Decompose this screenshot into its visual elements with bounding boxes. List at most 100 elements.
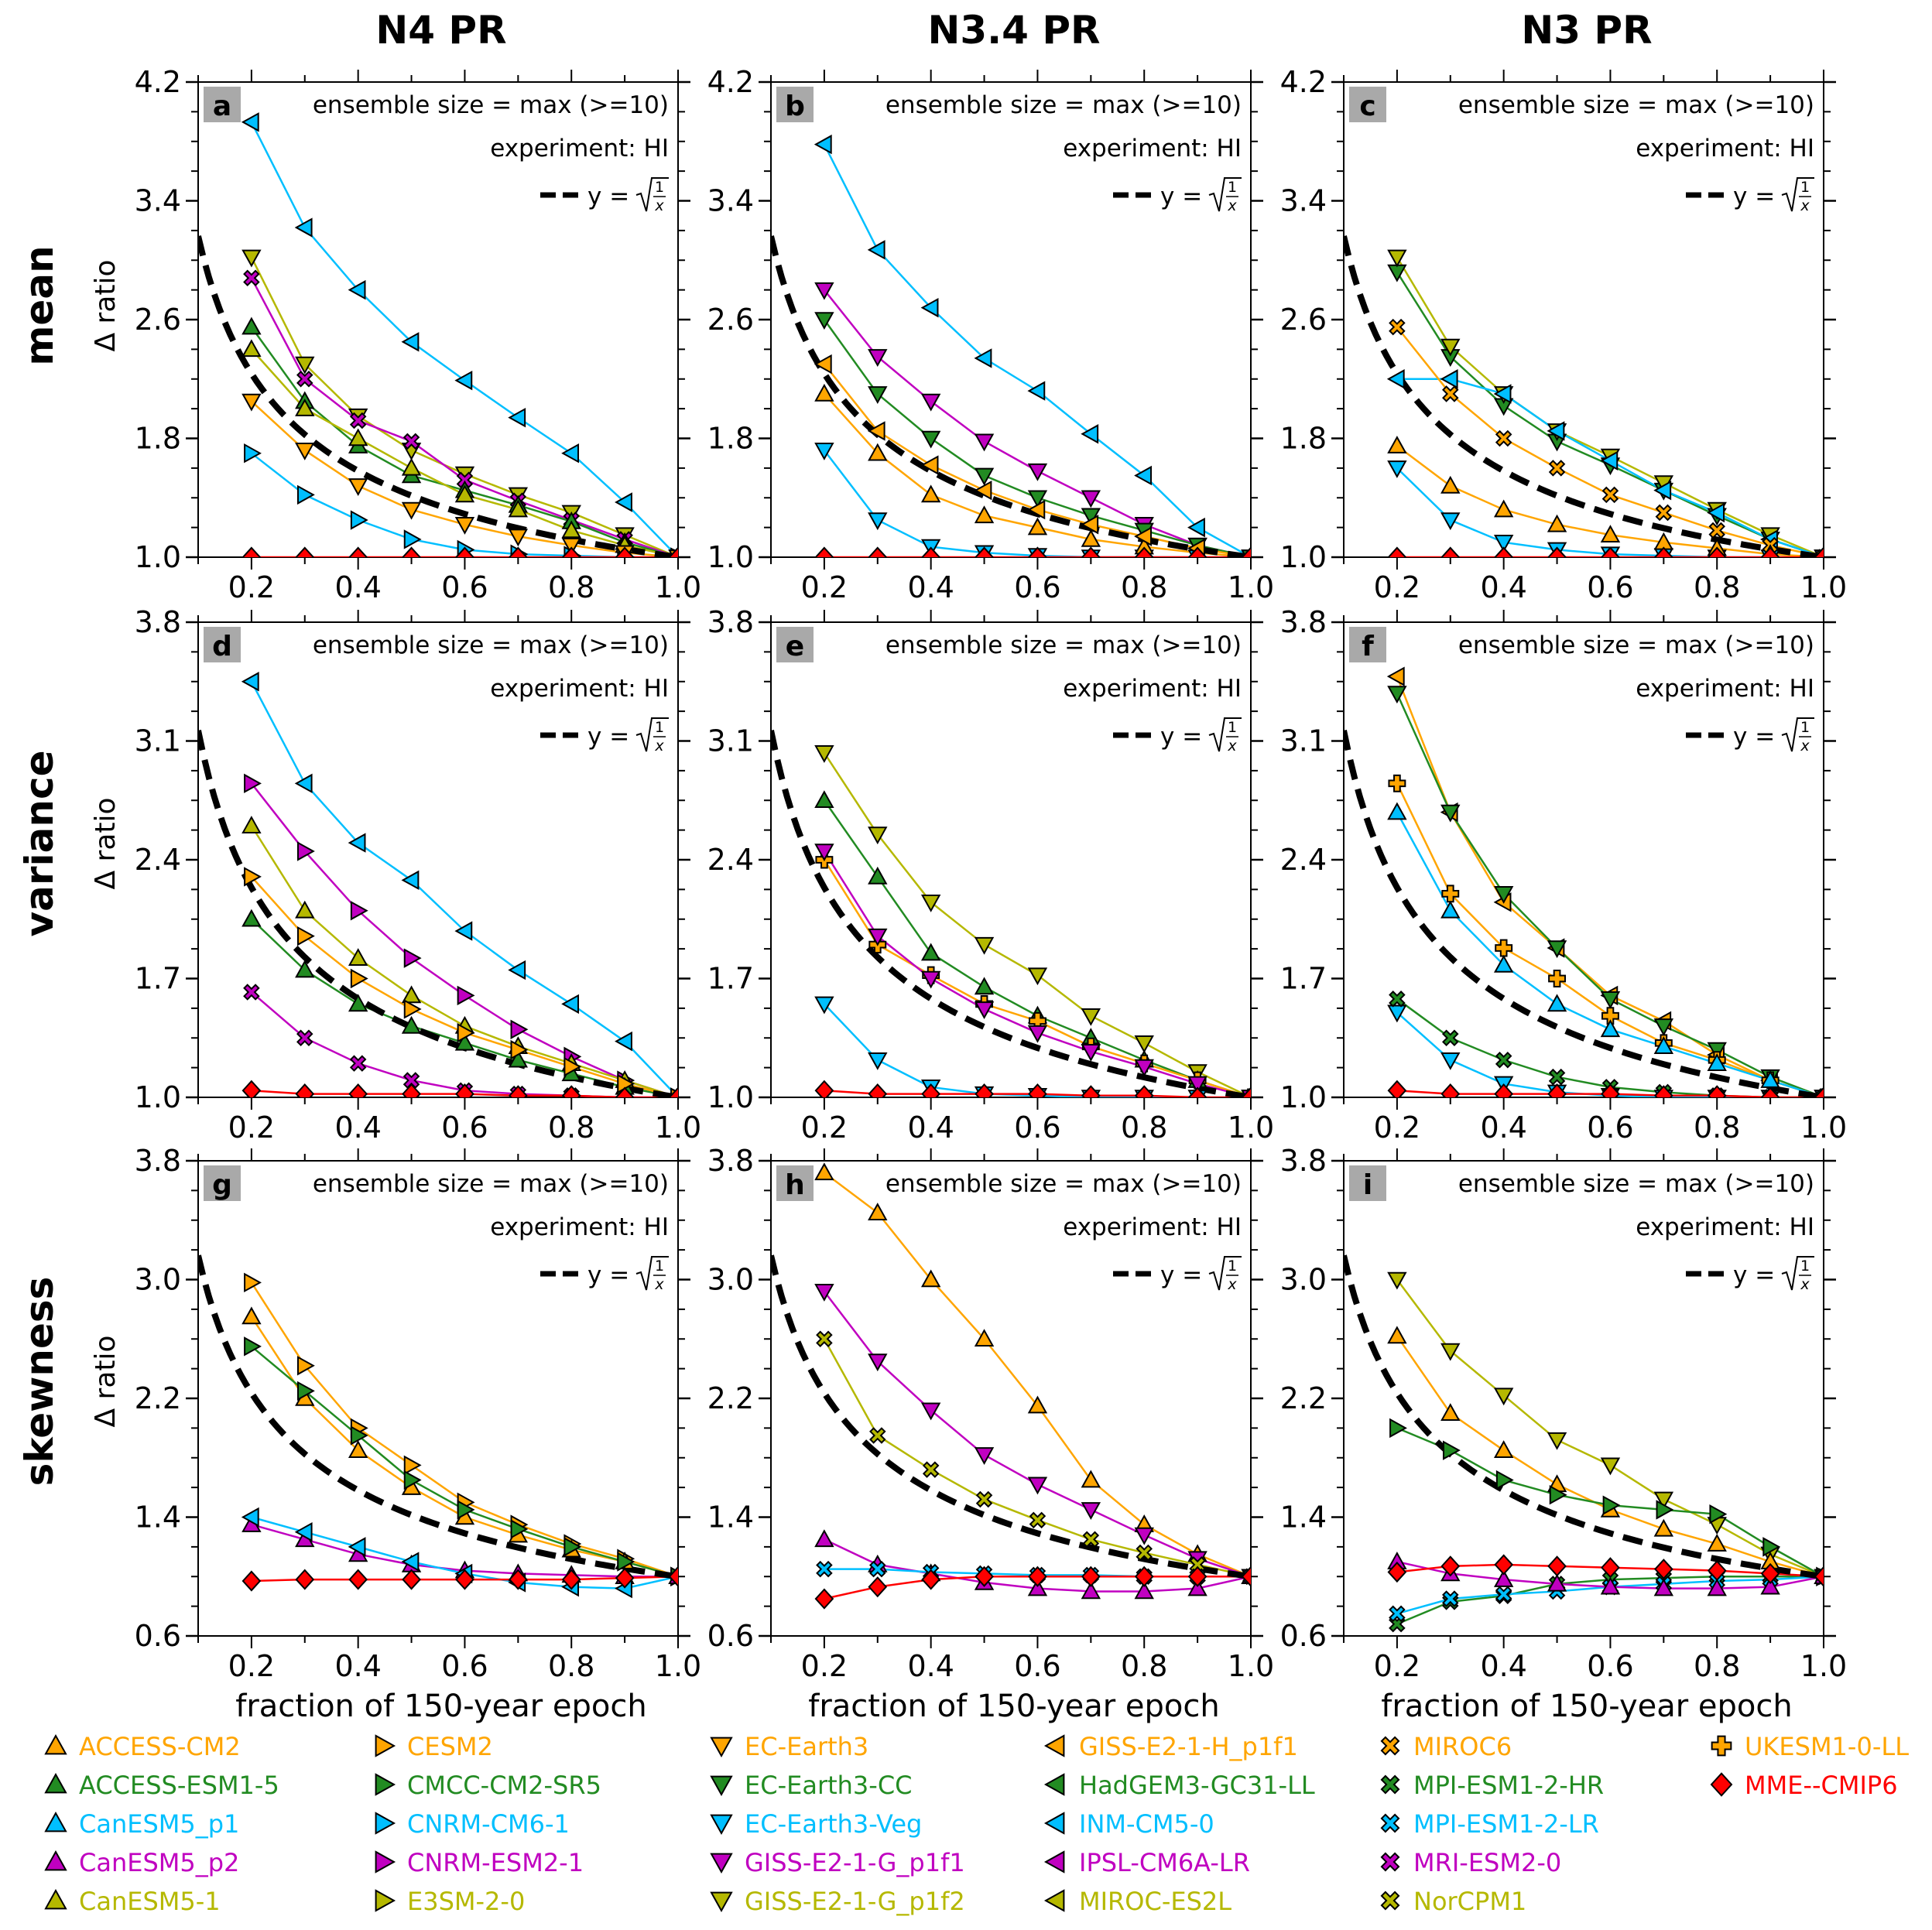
data-point [402,433,420,450]
y-tick-label: 2.2 [1280,1381,1327,1415]
series-line [251,918,678,1097]
x-tick-label: 0.8 [1121,570,1167,604]
data-point [868,1203,888,1220]
data-point [1440,1052,1461,1070]
data-point [1440,1083,1461,1097]
data-point [974,433,995,452]
data-point [920,455,939,475]
data-point [1241,1086,1251,1097]
y-tick-label: 4.2 [1280,65,1327,99]
formula-numerator: 1 [1800,179,1810,196]
panel-letter-badge [776,87,814,122]
data-point [1136,1544,1153,1562]
panel-d: 1.0 1.7 2.4 3.1 3.8 0.2 0.4 0.6 0.8 1.0 d ensemble … [135,605,702,1145]
data-point [508,1049,529,1068]
data-point [1440,369,1458,389]
legend-entry: CanESM5_p2 [44,1848,239,1877]
reference-legend-label: y = [1160,723,1202,751]
data-point [350,901,368,921]
data-point [403,1455,422,1476]
legend-entry: HadGEM3-GC31-LL [1043,1771,1315,1800]
data-point [1547,994,1567,1012]
data-point [868,826,888,845]
data-point [921,1569,941,1590]
reference-legend-label: y = [1733,183,1775,210]
data-point [1653,1578,1674,1596]
data-point [561,994,580,1015]
y-tick-label: 1.4 [135,1501,181,1535]
legend-marker-x [1380,1736,1400,1756]
data-point [1440,546,1461,557]
y-tick-label: 2.2 [135,1381,181,1415]
data-point [816,1560,833,1578]
sqrt-sign [635,1256,669,1291]
legend-entry: IPSL-CM6A-LR [1043,1848,1250,1877]
experiment-note: experiment: HI [490,1213,669,1241]
panel-letter: a [213,91,231,122]
sqrt-sign [1208,1256,1242,1291]
legend-label: CNRM-ESM2-1 [407,1848,584,1877]
formula-numerator: 1 [655,179,664,196]
data-point [920,484,941,503]
data-point [1600,1457,1621,1476]
y-tick-label: 1.7 [707,962,754,996]
data-point [403,529,422,549]
data-point [244,867,262,887]
data-point [1440,512,1461,531]
reference-legend-label: y = [1733,723,1775,751]
x-tick-label: 0.4 [334,1110,381,1145]
data-point [1493,1388,1514,1406]
legend-entry: CNRM-ESM2-1 [375,1848,584,1877]
y-tick-label: 0.6 [707,1619,754,1653]
experiment-note: experiment: HI [490,675,669,703]
data-point [1493,384,1512,404]
x-tick-label: 0.6 [1587,1110,1633,1145]
formula-numerator: 1 [1228,719,1237,736]
x-tick-label: 0.8 [1694,570,1740,604]
x-tick-label: 1.0 [655,1110,701,1145]
legend-label: EC-Earth3-Veg [745,1809,922,1839]
legend-label: GISS-E2-1-G_p1f1 [745,1848,965,1877]
legend-marker-x [1380,1774,1400,1795]
legend-entry: GISS-E2-1-H_p1f1 [1043,1732,1298,1761]
data-point [348,1569,368,1590]
data-point [1028,1566,1047,1587]
data-point [1653,1085,1673,1097]
data-point [294,217,313,238]
data-point [668,1086,678,1097]
panel-letter-badge [1349,87,1386,122]
reference-curve [771,1254,1251,1580]
legend-marker-triangle-up [44,1772,67,1794]
ensemble-size-note: ensemble size = max (>=10) [886,631,1242,659]
x-tick-label: 1.0 [1800,570,1847,604]
legend-marker-triangle-right [375,1889,396,1912]
data-point [1442,1029,1459,1047]
data-point [242,1080,262,1097]
data-point [1653,1559,1673,1580]
ensemble-size-note: ensemble size = max (>=10) [886,1170,1242,1198]
x-tick-label: 0.4 [907,1649,954,1683]
sqrt-sign [635,717,669,752]
x-tick-label: 0.6 [1014,1110,1060,1145]
data-point [241,112,259,132]
data-point [1547,1555,1567,1577]
data-point [242,546,262,557]
data-point [814,312,834,330]
data-point [1495,939,1513,957]
data-point [242,393,262,412]
x-tick-label: 0.8 [1121,1110,1167,1145]
panel-letter: b [785,91,805,122]
data-point [1493,499,1514,518]
data-point [1081,1566,1101,1587]
data-point [974,1329,995,1347]
data-point [348,833,366,853]
data-point [244,1272,262,1293]
column-title-n4: N4 PR [375,8,506,53]
legend-label: CanESM5_p2 [79,1848,239,1877]
data-point [1386,369,1405,389]
y-tick-label: 1.0 [707,540,754,574]
data-point [242,909,262,927]
x-tick-label: 0.8 [548,1649,594,1683]
data-point [295,443,315,460]
x-tick-label: 0.2 [228,1649,275,1683]
